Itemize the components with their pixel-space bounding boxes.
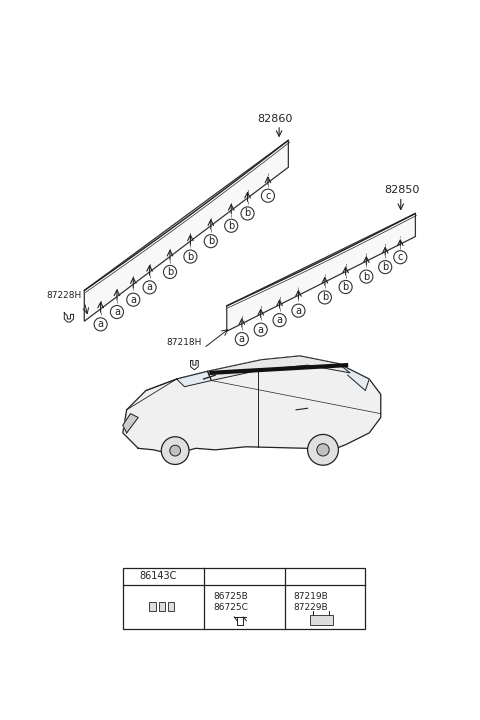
Circle shape xyxy=(94,318,107,331)
Polygon shape xyxy=(338,364,369,390)
Text: a: a xyxy=(97,320,104,329)
Bar xyxy=(149,601,156,611)
Polygon shape xyxy=(177,372,211,387)
Circle shape xyxy=(143,281,156,294)
Circle shape xyxy=(164,266,177,279)
Polygon shape xyxy=(84,140,288,321)
Text: b: b xyxy=(322,292,328,302)
Circle shape xyxy=(317,444,329,456)
Circle shape xyxy=(184,250,197,263)
Text: a: a xyxy=(146,282,153,292)
Circle shape xyxy=(308,434,338,465)
Circle shape xyxy=(235,333,248,346)
Text: 87219B: 87219B xyxy=(294,593,328,601)
Text: a: a xyxy=(258,325,264,335)
Bar xyxy=(123,567,365,629)
Text: b: b xyxy=(244,209,251,218)
Text: a: a xyxy=(295,306,301,315)
Text: a: a xyxy=(276,315,283,325)
Text: a: a xyxy=(239,334,245,344)
Circle shape xyxy=(170,445,180,456)
Text: b: b xyxy=(382,262,388,272)
Bar xyxy=(168,601,174,611)
Text: b: b xyxy=(342,282,349,292)
Circle shape xyxy=(127,293,140,306)
Text: 86725B: 86725B xyxy=(213,593,248,601)
Text: a: a xyxy=(128,571,133,581)
Circle shape xyxy=(262,189,275,202)
Circle shape xyxy=(125,571,136,582)
Bar xyxy=(310,616,333,625)
Text: a: a xyxy=(114,307,120,317)
Circle shape xyxy=(287,571,298,582)
Circle shape xyxy=(254,323,267,336)
Circle shape xyxy=(394,251,407,264)
Circle shape xyxy=(110,305,123,318)
Text: b: b xyxy=(167,267,173,277)
Text: b: b xyxy=(228,221,234,231)
Text: 86725C: 86725C xyxy=(213,603,248,612)
Text: 87218H: 87218H xyxy=(167,338,202,346)
Text: 82850: 82850 xyxy=(384,185,420,195)
Circle shape xyxy=(292,304,305,318)
Text: c: c xyxy=(265,191,271,201)
Text: b: b xyxy=(187,251,193,261)
Polygon shape xyxy=(207,356,350,381)
Text: b: b xyxy=(208,236,214,246)
Circle shape xyxy=(204,235,217,248)
Circle shape xyxy=(206,571,217,582)
Text: 87229B: 87229B xyxy=(294,603,328,612)
Circle shape xyxy=(241,207,254,220)
Circle shape xyxy=(379,261,392,274)
Bar xyxy=(158,601,165,611)
Text: a: a xyxy=(130,294,136,305)
Text: b: b xyxy=(208,571,215,581)
Polygon shape xyxy=(123,414,138,433)
Circle shape xyxy=(360,270,373,283)
Circle shape xyxy=(161,437,189,464)
Circle shape xyxy=(273,314,286,327)
Circle shape xyxy=(339,281,352,294)
Text: 86143C: 86143C xyxy=(140,571,177,581)
Text: 87228H: 87228H xyxy=(46,292,81,300)
Text: c: c xyxy=(397,252,403,262)
Text: 82860: 82860 xyxy=(258,114,293,124)
Circle shape xyxy=(318,291,331,304)
Polygon shape xyxy=(227,213,415,331)
Text: c: c xyxy=(289,571,295,581)
Circle shape xyxy=(225,219,238,233)
Polygon shape xyxy=(123,356,381,454)
Text: b: b xyxy=(363,271,370,282)
